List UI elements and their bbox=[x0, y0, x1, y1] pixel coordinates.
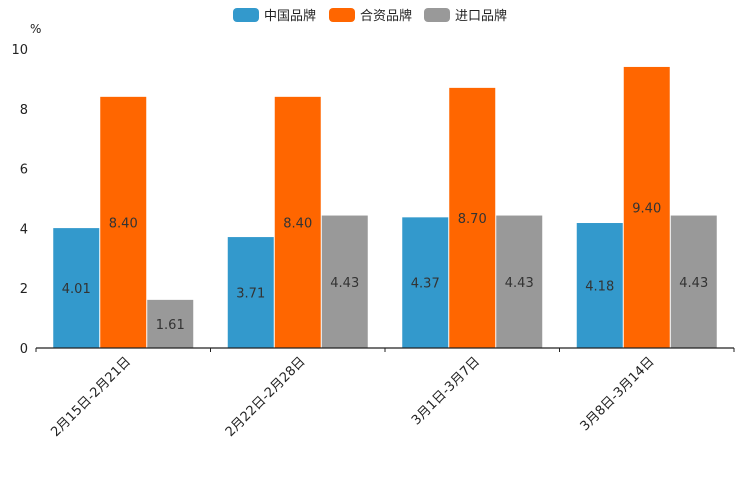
y-axis-unit-label: % bbox=[30, 22, 41, 36]
y-tick-label-3: 6 bbox=[20, 163, 28, 178]
legend: 中国品牌 合资品牌 进口品牌 bbox=[233, 8, 507, 24]
bar---0[interactable] bbox=[100, 96, 147, 348]
bar---3[interactable] bbox=[670, 215, 717, 348]
bars bbox=[53, 66, 717, 349]
y-axis: 0 2 4 6 8 10 bbox=[11, 43, 28, 357]
data-label-0-3: 4.18 bbox=[585, 280, 614, 295]
y-tick-label-0: 0 bbox=[20, 342, 28, 357]
bar---3[interactable] bbox=[576, 223, 623, 348]
x-tick-label-3: 3月8日-3月14日 bbox=[578, 354, 658, 434]
legend-swatch-2[interactable] bbox=[424, 8, 450, 22]
data-label-2-3: 4.43 bbox=[679, 276, 708, 291]
data-label-1-0: 8.40 bbox=[109, 216, 138, 231]
x-axis: 2月15日-2月21日 2月22日-2月28日 3月1日-3月7日 3月8日-3月14… bbox=[35, 347, 735, 440]
data-label-2-1: 4.43 bbox=[330, 276, 359, 291]
data-label-0-2: 4.37 bbox=[411, 277, 440, 292]
bar---0[interactable] bbox=[147, 299, 194, 348]
bar---1[interactable] bbox=[227, 237, 274, 348]
bar---2[interactable] bbox=[449, 87, 496, 349]
bar---0[interactable] bbox=[53, 228, 100, 348]
legend-swatch-0[interactable] bbox=[233, 8, 259, 22]
y-tick-label-4: 8 bbox=[20, 103, 28, 118]
x-tick-label-2: 3月1日-3月7日 bbox=[409, 354, 483, 428]
bar---1[interactable] bbox=[321, 215, 368, 348]
bar---3[interactable] bbox=[623, 66, 670, 348]
legend-label-2[interactable]: 进口品牌 bbox=[455, 8, 507, 24]
x-tick-label-1: 2月22日-2月28日 bbox=[223, 354, 309, 440]
data-label-0-0: 4.01 bbox=[62, 282, 91, 297]
data-label-1-1: 8.40 bbox=[283, 216, 312, 231]
x-tick-label-0: 2月15日-2月21日 bbox=[48, 354, 134, 440]
y-tick-label-1: 2 bbox=[20, 282, 28, 297]
data-label-0-1: 3.71 bbox=[236, 287, 265, 302]
bar---1[interactable] bbox=[274, 96, 321, 348]
legend-label-0[interactable]: 中国品牌 bbox=[264, 8, 316, 24]
bar---2[interactable] bbox=[496, 215, 543, 348]
legend-label-1[interactable]: 合资品牌 bbox=[360, 8, 412, 24]
y-tick-label-2: 4 bbox=[20, 222, 28, 237]
bar---2[interactable] bbox=[402, 217, 449, 348]
data-label-1-2: 8.70 bbox=[458, 212, 487, 227]
legend-swatch-1[interactable] bbox=[329, 8, 355, 22]
y-tick-label-5: 10 bbox=[11, 43, 28, 58]
data-labels: 4.01 8.40 1.61 3.71 8.40 4.43 4.37 8.70 4.43 4.18… bbox=[62, 201, 708, 332]
data-label-1-3: 9.40 bbox=[632, 201, 661, 216]
data-label-2-0: 1.61 bbox=[156, 318, 185, 333]
data-label-2-2: 4.43 bbox=[505, 276, 534, 291]
